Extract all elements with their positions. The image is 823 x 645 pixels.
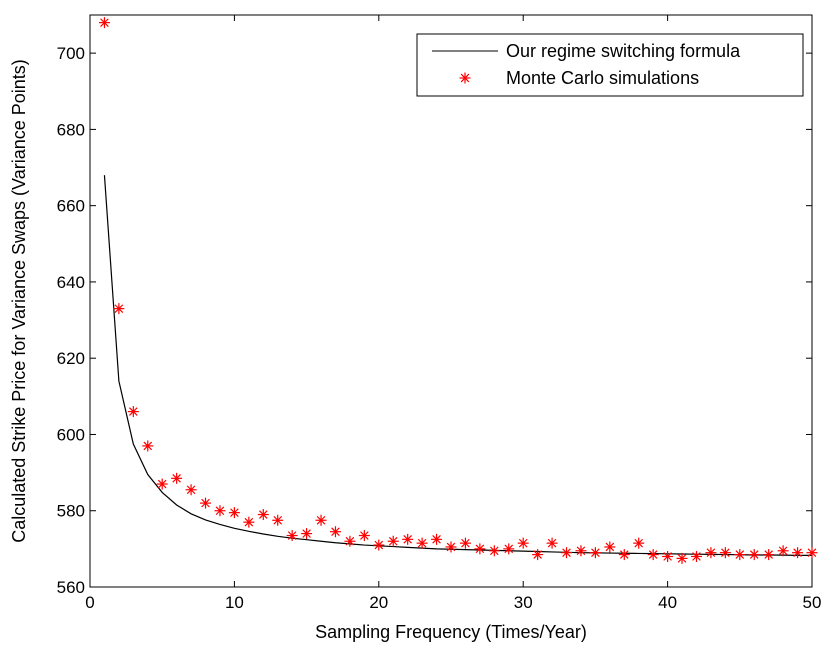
data-point-star: [257, 509, 269, 521]
y-tick-label: 660: [57, 197, 85, 216]
legend-entry-monte-carlo: Monte Carlo simulations: [506, 68, 699, 88]
data-point-star: [214, 505, 226, 517]
x-tick-label: 40: [658, 593, 677, 612]
data-point-star: [662, 550, 674, 562]
x-tick-label: 30: [514, 593, 533, 612]
data-point-star: [532, 549, 544, 561]
data-point-star: [286, 530, 298, 542]
data-point-star: [503, 543, 515, 555]
y-tick-label: 680: [57, 120, 85, 139]
data-point-star: [748, 549, 760, 561]
data-point-star: [301, 528, 313, 540]
data-point-star: [719, 547, 731, 559]
series-layer: [98, 17, 818, 564]
data-point-star: [98, 17, 110, 29]
data-point-star: [402, 533, 414, 545]
y-tick-label: 560: [57, 578, 85, 597]
legend-star-marker: [459, 72, 471, 84]
data-point-star: [445, 541, 457, 553]
data-point-star: [127, 406, 139, 418]
axis-ticks: 0 10 20 30 40 50 560 580 600 620 640 660 680 700: [57, 15, 822, 612]
data-point-star: [763, 549, 775, 561]
data-point-star: [416, 537, 428, 549]
legend: Our regime switching formula Monte Carlo…: [416, 33, 804, 97]
data-point-star: [243, 516, 255, 528]
data-point-star: [113, 303, 125, 315]
y-tick-label: 700: [57, 44, 85, 63]
legend-entry-formula: Our regime switching formula: [506, 41, 741, 61]
data-point-star: [561, 547, 573, 559]
y-tick-label: 620: [57, 349, 85, 368]
data-point-star: [676, 552, 688, 564]
data-point-star: [185, 484, 197, 496]
data-point-star: [156, 478, 168, 490]
data-point-star: [431, 533, 443, 545]
data-point-star: [387, 535, 399, 547]
data-point-star: [517, 537, 529, 549]
y-tick-label: 580: [57, 502, 85, 521]
data-point-star: [315, 514, 327, 526]
data-point-star: [690, 550, 702, 562]
data-point-star: [618, 549, 630, 561]
data-point-star: [705, 547, 717, 559]
x-axis-label: Sampling Frequency (Times/Year): [315, 622, 587, 642]
data-point-star: [488, 545, 500, 557]
data-point-star: [474, 543, 486, 555]
data-point-star: [459, 537, 471, 549]
data-point-star: [589, 547, 601, 559]
data-point-star: [734, 549, 746, 561]
data-point-star: [633, 537, 645, 549]
data-point-star: [792, 547, 804, 559]
data-point-star: [228, 507, 240, 519]
x-tick-label: 50: [803, 593, 822, 612]
y-tick-label: 640: [57, 273, 85, 292]
data-point-star: [575, 545, 587, 557]
y-axis-label: Calculated Strike Price for Variance Swa…: [9, 59, 29, 543]
data-point-star: [142, 440, 154, 452]
data-point-star: [358, 530, 370, 542]
plot-area: [89, 14, 813, 588]
data-point-star: [604, 541, 616, 553]
data-point-star: [272, 514, 284, 526]
data-point-star: [171, 472, 183, 484]
data-point-star: [344, 535, 356, 547]
legend-box: [416, 33, 804, 97]
x-tick-label: 20: [369, 593, 388, 612]
y-tick-label: 600: [57, 425, 85, 444]
data-point-star: [777, 545, 789, 557]
data-point-star: [546, 537, 558, 549]
legend-star-glyph: [459, 72, 471, 84]
data-point-star: [647, 549, 659, 561]
data-point-star: [329, 526, 341, 538]
x-tick-label: 10: [225, 593, 244, 612]
series-markers-monte-carlo: [98, 17, 818, 564]
x-tick-label: 0: [85, 593, 94, 612]
data-point-star: [373, 539, 385, 551]
data-point-star: [806, 547, 818, 559]
data-point-star: [200, 497, 212, 509]
